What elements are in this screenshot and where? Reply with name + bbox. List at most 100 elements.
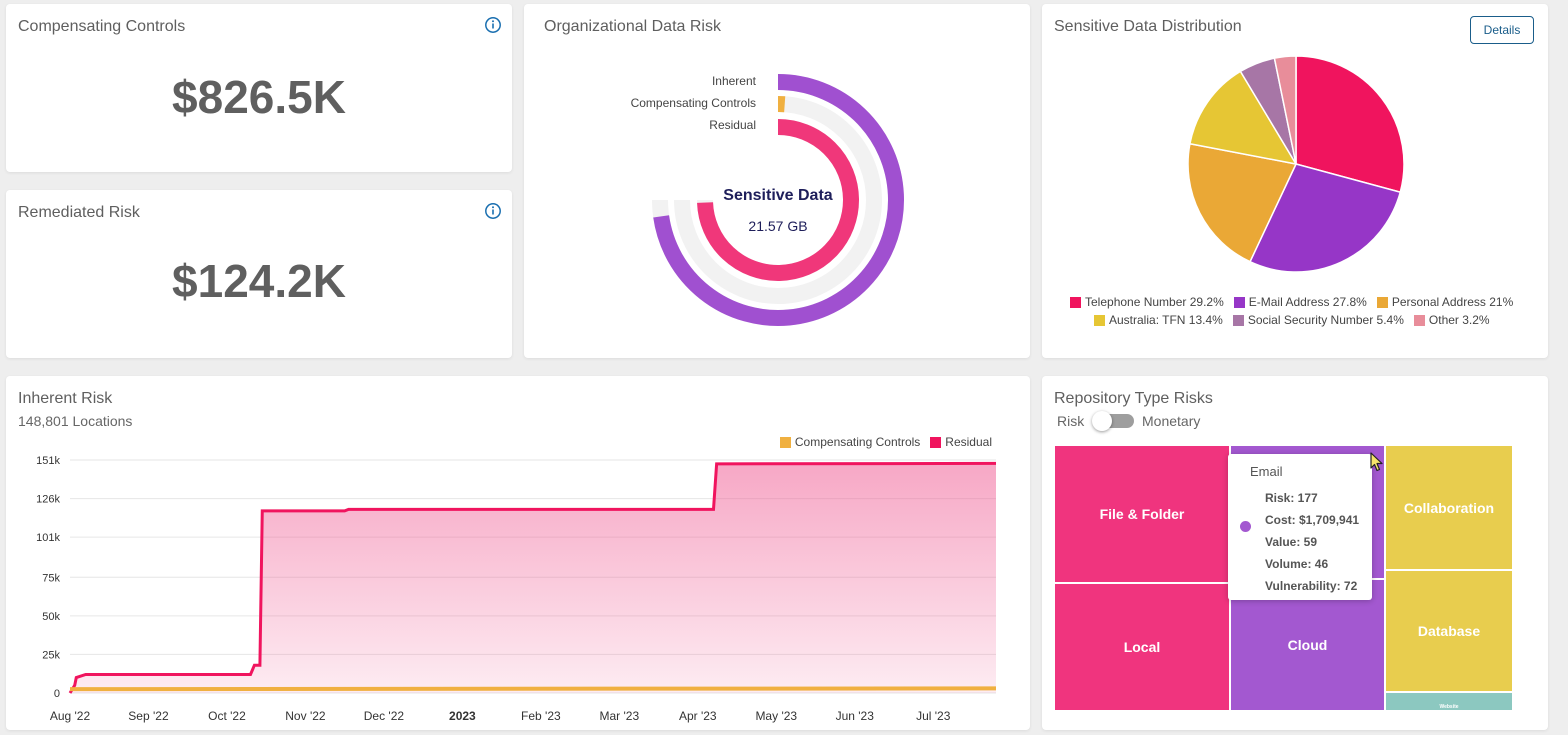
- legend-item[interactable]: Compensating Controls: [779, 435, 921, 449]
- inherent-risk-card: Inherent Risk 148,801 Locations Compensa…: [6, 376, 1030, 730]
- org-data-risk-card: Organizational Data Risk Inherent Compen…: [524, 4, 1030, 358]
- y-tick-label: 75k: [42, 572, 60, 584]
- x-tick-label: Oct '22: [208, 709, 246, 723]
- y-tick-label: 50k: [42, 611, 60, 623]
- pie-legend-row: Australia: TFN 13.4% Social Security Numb…: [1094, 313, 1490, 327]
- x-tick-label: Sep '22: [128, 709, 169, 723]
- ring-label-compensating: Compensating Controls: [631, 96, 756, 110]
- legend-item[interactable]: Other 3.2%: [1413, 313, 1490, 327]
- tooltip-title: Email: [1250, 464, 1283, 479]
- tooltip-cost: Cost: $1,709,941: [1265, 513, 1360, 527]
- legend-label: Social Security Number 5.4%: [1247, 313, 1404, 327]
- x-tick-label: Aug '22: [50, 709, 91, 723]
- treemap-tile-local[interactable]: Local: [1054, 583, 1230, 711]
- remediated-value: $124.2K: [172, 255, 346, 307]
- sensitive-data-distribution-card: Sensitive Data Distribution Details Tele…: [1042, 4, 1548, 358]
- pie-slice-telephone-number[interactable]: [1295, 55, 1405, 194]
- legend-swatch: [930, 436, 942, 448]
- legend-label: Other 3.2%: [1428, 313, 1490, 327]
- y-tick-label: 0: [54, 688, 60, 700]
- treemap-tile-cloud[interactable]: Cloud: [1230, 579, 1385, 711]
- y-tick-label: 126k: [36, 494, 60, 506]
- radial-bar-chart: Inherent Compensating Controls Residual …: [631, 74, 904, 326]
- toggle-label-monetary: Monetary: [1142, 413, 1201, 429]
- treemap-tile-file-folder[interactable]: File & Folder: [1054, 445, 1230, 583]
- card-title: Remediated Risk: [18, 204, 140, 221]
- legend-label: Compensating Controls: [794, 435, 921, 449]
- area-legend: Compensating Controls Residual: [779, 435, 992, 449]
- mouse-pointer-icon: [1370, 452, 1383, 472]
- ring-label-residual: Residual: [709, 118, 756, 132]
- legend-item[interactable]: Social Security Number 5.4%: [1232, 313, 1404, 327]
- ring-residual[interactable]: [697, 119, 859, 281]
- compensating-controls-card: Compensating Controls $826.5K: [6, 4, 512, 172]
- remediated-risk-card: Remediated Risk $124.2K: [6, 190, 512, 358]
- toggle-knob[interactable]: [1092, 411, 1112, 431]
- ring-inherent[interactable]: [653, 74, 904, 326]
- legend-swatch: [1376, 296, 1388, 308]
- legend-swatch: [1232, 314, 1244, 326]
- legend-swatch: [779, 436, 791, 448]
- treemap-tile-database[interactable]: Database: [1385, 570, 1513, 692]
- ring-compensating-track: [674, 96, 882, 304]
- x-tick-label: Mar '23: [600, 709, 640, 723]
- residual-area: [70, 463, 996, 693]
- info-icon[interactable]: [484, 16, 502, 34]
- y-tick-label: 151k: [36, 455, 60, 467]
- repository-type-risks-card: Repository Type Risks Risk Monetary File…: [1042, 376, 1548, 730]
- x-tick-label: 2023: [449, 709, 476, 723]
- tooltip-vulnerability: Vulnerability: 72: [1265, 579, 1358, 593]
- x-tick-label: Dec '22: [364, 709, 405, 723]
- pie-legend-row: Telephone Number 29.2% E-Mail Address 27.…: [1070, 295, 1513, 309]
- tooltip-value: Value: 59: [1265, 535, 1318, 549]
- card-title: Organizational Data Risk: [544, 18, 721, 35]
- legend-item[interactable]: Telephone Number 29.2%: [1070, 295, 1224, 309]
- legend-label: Australia: TFN 13.4%: [1109, 313, 1223, 327]
- legend-item[interactable]: E-Mail Address 27.8%: [1233, 295, 1367, 309]
- pie-slice-personal-address[interactable]: [1187, 142, 1298, 263]
- legend-item[interactable]: Personal Address 21%: [1376, 295, 1514, 309]
- treemap-tooltip: Email Risk: 177 Cost: $1,709,941 Value: …: [1228, 454, 1372, 600]
- legend-label: Residual: [945, 435, 992, 449]
- legend-swatch: [1070, 296, 1081, 308]
- legend-label: E-Mail Address 27.8%: [1248, 295, 1367, 309]
- card-title: Compensating Controls: [18, 18, 186, 35]
- treemap-tile-website[interactable]: Website: [1385, 692, 1513, 711]
- x-tick-label: Nov '22: [285, 709, 326, 723]
- pie-slice-australia-tfn[interactable]: [1189, 70, 1298, 166]
- card-title: Sensitive Data Distribution: [1054, 18, 1242, 35]
- residual-line[interactable]: [68, 461, 997, 694]
- legend-item[interactable]: Australia: TFN 13.4%: [1094, 313, 1223, 327]
- info-icon[interactable]: [484, 202, 502, 220]
- y-tick-label: 101k: [36, 532, 60, 544]
- locations-count: 148,801 Locations: [18, 413, 133, 429]
- pie-slice-other[interactable]: [1273, 55, 1297, 165]
- legend-label: Telephone Number 29.2%: [1085, 295, 1224, 309]
- y-tick-label: 25k: [42, 649, 60, 661]
- toggle-label-risk: Risk: [1057, 413, 1085, 429]
- compensating-value: $826.5K: [172, 71, 346, 123]
- legend-swatch: [1233, 296, 1245, 308]
- details-button[interactable]: Details: [1470, 16, 1534, 44]
- x-tick-label: Jun '23: [836, 709, 875, 723]
- legend-swatch: [1094, 314, 1105, 326]
- ring-label-inherent: Inherent: [712, 74, 757, 88]
- pie-slice-e-mail-address[interactable]: [1249, 163, 1402, 273]
- card-title: Inherent Risk: [18, 390, 113, 407]
- pie-chart: [1187, 55, 1405, 273]
- center-title: Sensitive Data: [723, 187, 832, 204]
- compensating-line[interactable]: [69, 686, 997, 692]
- legend-label: Personal Address 21%: [1391, 295, 1514, 309]
- center-value: 21.57 GB: [748, 218, 807, 234]
- x-tick-label: May '23: [755, 709, 797, 723]
- x-tick-label: Jul '23: [916, 709, 951, 723]
- x-tick-label: Apr '23: [679, 709, 717, 723]
- tooltip-volume: Volume: 46: [1265, 557, 1329, 571]
- tooltip-risk: Risk: 177: [1265, 491, 1318, 505]
- treemap-tile-collaboration[interactable]: Collaboration: [1385, 445, 1513, 570]
- risk-monetary-toggle[interactable]: [1092, 411, 1134, 431]
- card-title: Repository Type Risks: [1054, 390, 1213, 407]
- legend-item[interactable]: Residual: [930, 435, 992, 449]
- tooltip-series-dot: [1240, 521, 1251, 532]
- x-tick-label: Feb '23: [521, 709, 561, 723]
